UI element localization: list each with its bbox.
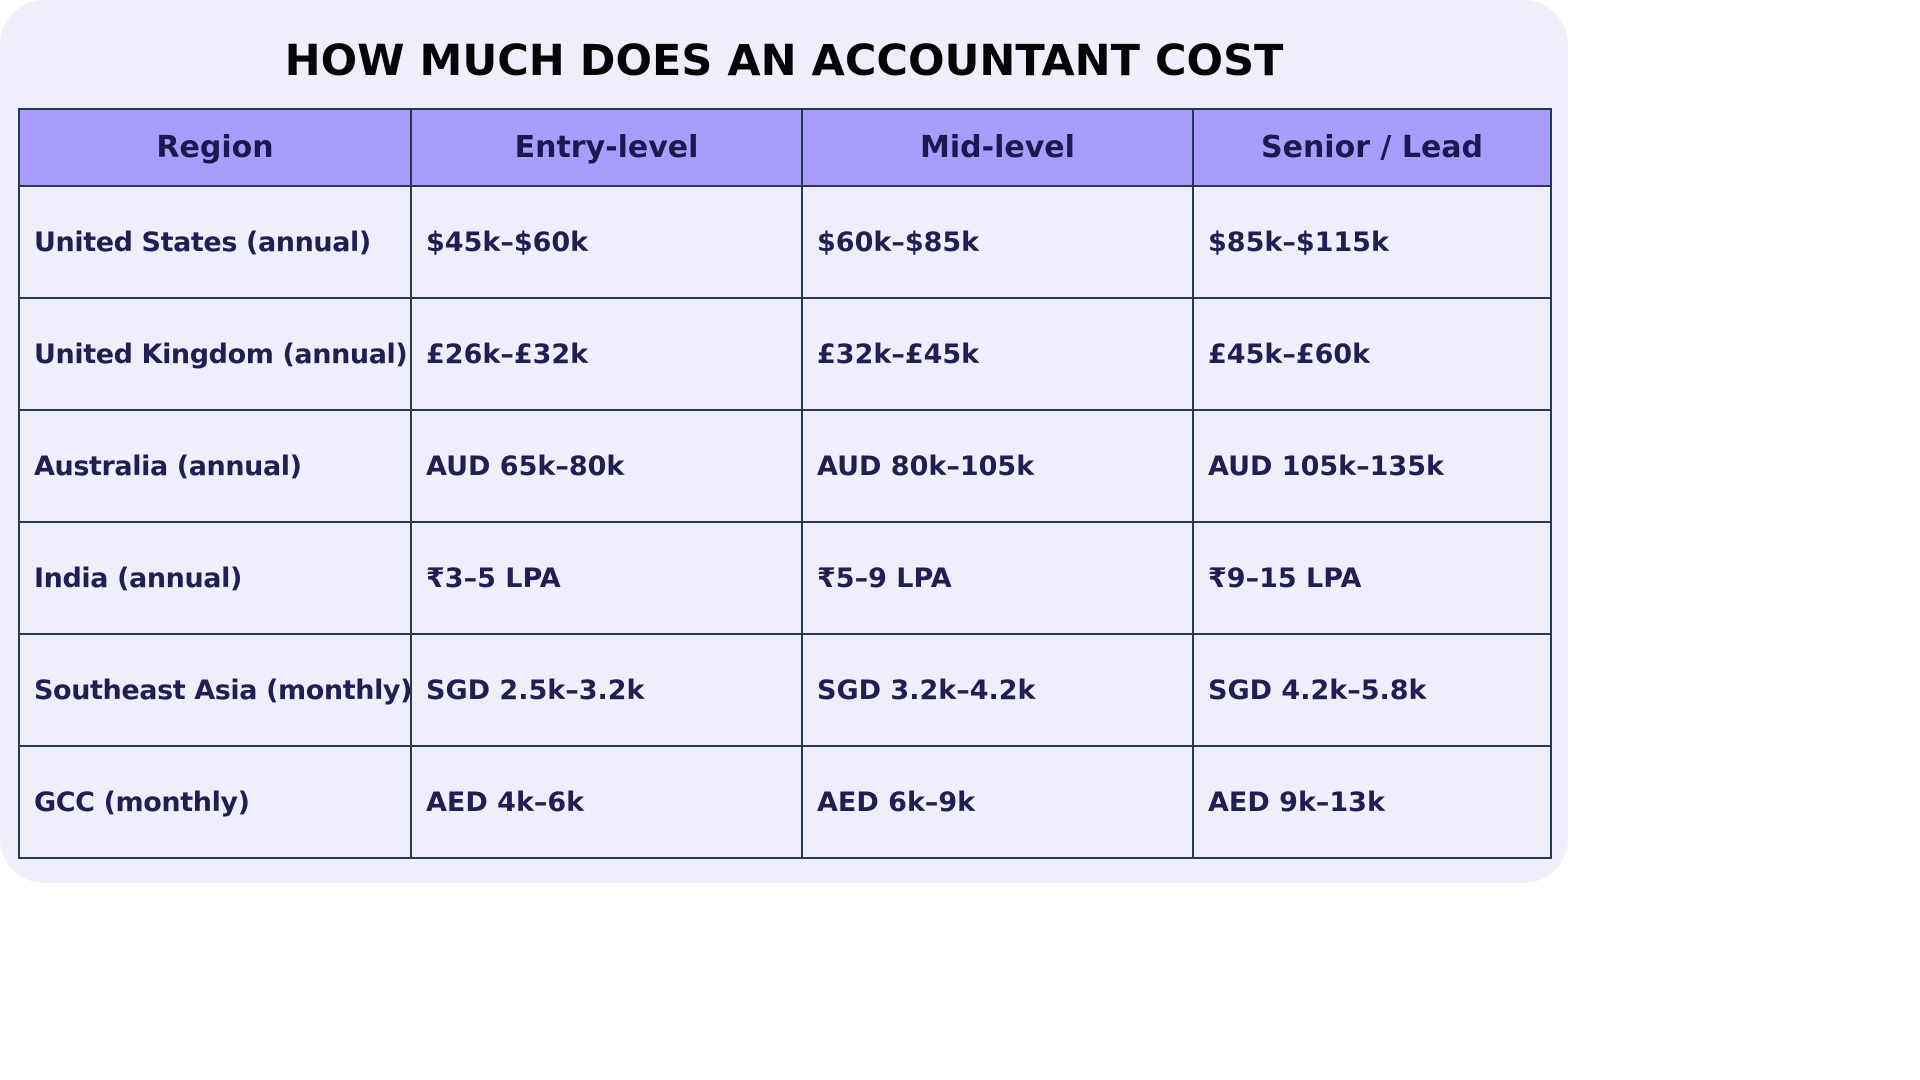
senior-lead-cell: AUD 105k–135k	[1192, 409, 1552, 523]
entry-level-cell: £26k–£32k	[410, 297, 803, 411]
entry-level-cell: $45k–$60k	[410, 185, 803, 299]
entry-level-cell: ₹3–5 LPA	[410, 521, 803, 635]
table-row: GCC (monthly) AED 4k–6k AED 6k–9k AED 9k…	[18, 745, 1552, 859]
mid-level-cell: AED 6k–9k	[801, 745, 1194, 859]
table-row: United States (annual) $45k–$60k $60k–$8…	[18, 185, 1552, 299]
table-header-row: Region Entry-level Mid-level Senior / Le…	[18, 108, 1552, 187]
senior-lead-cell: ₹9–15 LPA	[1192, 521, 1552, 635]
page-title: HOW MUCH DOES AN ACCOUNTANT COST	[284, 36, 1284, 86]
senior-lead-cell: £45k–£60k	[1192, 297, 1552, 411]
region-cell: Australia (annual)	[18, 409, 412, 523]
table-row: Southeast Asia (monthly) SGD 2.5k–3.2k S…	[18, 633, 1552, 747]
region-cell: India (annual)	[18, 521, 412, 635]
mid-level-cell: AUD 80k–105k	[801, 409, 1194, 523]
content-card: HOW MUCH DOES AN ACCOUNTANT COST Region …	[0, 0, 1568, 883]
senior-lead-cell: $85k–$115k	[1192, 185, 1552, 299]
entry-level-cell: AED 4k–6k	[410, 745, 803, 859]
cost-table: Region Entry-level Mid-level Senior / Le…	[18, 108, 1552, 859]
column-header-mid-level: Mid-level	[801, 108, 1194, 187]
table-row: India (annual) ₹3–5 LPA ₹5–9 LPA ₹9–15 L…	[18, 521, 1552, 635]
table-row: Australia (annual) AUD 65k–80k AUD 80k–1…	[18, 409, 1552, 523]
mid-level-cell: £32k–£45k	[801, 297, 1194, 411]
entry-level-cell: SGD 2.5k–3.2k	[410, 633, 803, 747]
region-cell: United States (annual)	[18, 185, 412, 299]
mid-level-cell: ₹5–9 LPA	[801, 521, 1194, 635]
entry-level-cell: AUD 65k–80k	[410, 409, 803, 523]
column-header-region: Region	[18, 108, 412, 187]
senior-lead-cell: SGD 4.2k–5.8k	[1192, 633, 1552, 747]
column-header-entry-level: Entry-level	[410, 108, 803, 187]
senior-lead-cell: AED 9k–13k	[1192, 745, 1552, 859]
region-cell: United Kingdom (annual)	[18, 297, 412, 411]
column-header-senior-lead: Senior / Lead	[1192, 108, 1552, 187]
region-cell: GCC (monthly)	[18, 745, 412, 859]
mid-level-cell: $60k–$85k	[801, 185, 1194, 299]
mid-level-cell: SGD 3.2k–4.2k	[801, 633, 1194, 747]
table-row: United Kingdom (annual) £26k–£32k £32k–£…	[18, 297, 1552, 411]
region-cell: Southeast Asia (monthly)	[18, 633, 412, 747]
